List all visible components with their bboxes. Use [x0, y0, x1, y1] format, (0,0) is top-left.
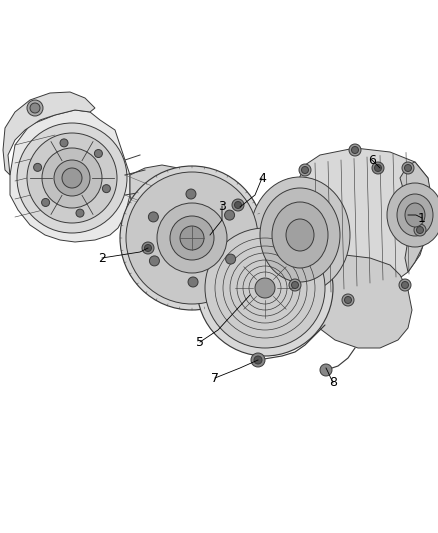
Circle shape — [148, 212, 159, 222]
Ellipse shape — [260, 188, 340, 282]
Circle shape — [417, 227, 424, 233]
Circle shape — [299, 164, 311, 176]
Ellipse shape — [120, 166, 264, 310]
Circle shape — [320, 364, 332, 376]
Circle shape — [414, 224, 426, 236]
Ellipse shape — [126, 172, 258, 304]
Circle shape — [186, 189, 196, 199]
Text: 7: 7 — [211, 372, 219, 384]
Circle shape — [34, 163, 42, 172]
Circle shape — [405, 165, 411, 172]
Polygon shape — [290, 255, 412, 348]
Text: 8: 8 — [329, 376, 337, 390]
Ellipse shape — [405, 203, 425, 227]
Ellipse shape — [170, 216, 214, 260]
Ellipse shape — [397, 194, 433, 236]
Text: 3: 3 — [218, 199, 226, 213]
Circle shape — [60, 139, 68, 147]
Circle shape — [42, 198, 49, 206]
Circle shape — [372, 162, 384, 174]
Ellipse shape — [255, 278, 275, 298]
Circle shape — [374, 165, 381, 172]
Circle shape — [301, 166, 308, 174]
Text: 4: 4 — [258, 172, 266, 184]
Circle shape — [95, 150, 102, 158]
Ellipse shape — [205, 228, 325, 348]
Circle shape — [399, 279, 411, 291]
Circle shape — [149, 256, 159, 266]
Circle shape — [102, 184, 110, 192]
Circle shape — [349, 144, 361, 156]
Circle shape — [289, 279, 301, 291]
Ellipse shape — [197, 220, 333, 356]
Text: 1: 1 — [418, 212, 426, 224]
Circle shape — [251, 353, 265, 367]
Polygon shape — [10, 110, 130, 242]
Circle shape — [352, 147, 358, 154]
Circle shape — [232, 199, 244, 211]
Circle shape — [142, 242, 154, 254]
Polygon shape — [283, 148, 430, 300]
Circle shape — [76, 209, 84, 217]
Circle shape — [188, 277, 198, 287]
Circle shape — [225, 210, 235, 220]
Ellipse shape — [27, 133, 117, 223]
Text: 2: 2 — [98, 252, 106, 264]
Circle shape — [27, 100, 43, 116]
Circle shape — [342, 294, 354, 306]
Circle shape — [345, 296, 352, 303]
Circle shape — [292, 281, 299, 288]
Polygon shape — [3, 92, 95, 175]
Ellipse shape — [157, 203, 227, 273]
Ellipse shape — [272, 202, 328, 268]
Circle shape — [234, 201, 241, 208]
Circle shape — [226, 254, 236, 264]
Polygon shape — [400, 162, 432, 272]
Ellipse shape — [180, 226, 204, 250]
Circle shape — [254, 356, 262, 364]
Text: 6: 6 — [368, 154, 376, 166]
Ellipse shape — [62, 168, 82, 188]
Circle shape — [30, 103, 40, 113]
Circle shape — [402, 162, 414, 174]
Text: 5: 5 — [196, 335, 204, 349]
Ellipse shape — [286, 219, 314, 251]
Circle shape — [145, 245, 152, 252]
Circle shape — [402, 281, 409, 288]
Ellipse shape — [250, 177, 350, 293]
Ellipse shape — [54, 160, 90, 196]
Ellipse shape — [42, 148, 102, 208]
Ellipse shape — [17, 123, 127, 233]
Polygon shape — [130, 165, 192, 230]
Ellipse shape — [387, 183, 438, 247]
